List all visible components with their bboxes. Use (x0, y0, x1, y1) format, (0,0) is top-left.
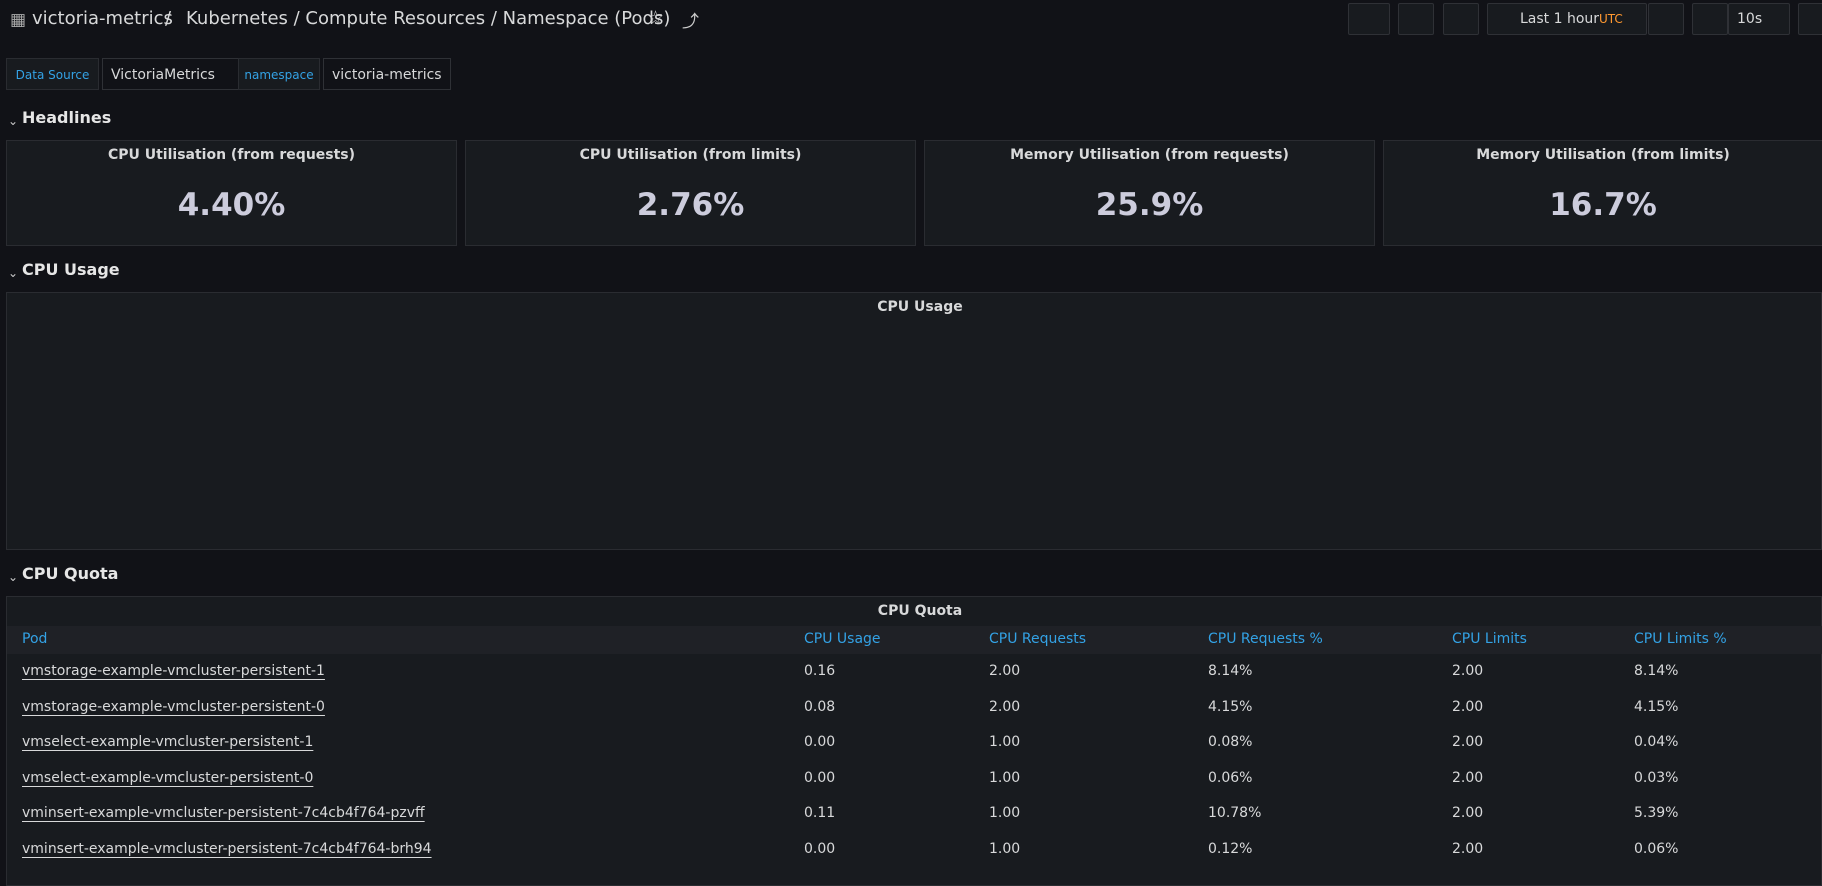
stat-panel: Memory Utilisation (from requests) 25.9% (924, 140, 1375, 246)
column-header[interactable]: CPU Requests (989, 631, 1087, 647)
table-cell: 4.15% (1634, 698, 1679, 715)
variable-label: Data Source (6, 58, 99, 90)
stat-value: 25.9% (1095, 187, 1204, 223)
table-cell: 1.00 (989, 734, 1021, 750)
table-cell: 0.12% (1208, 840, 1253, 857)
table-cell: 2.00 (1452, 734, 1484, 750)
table-cell: 8.14% (1634, 663, 1679, 679)
view-mode[interactable] (1798, 3, 1822, 35)
row-title[interactable]: CPU Usage (22, 260, 120, 279)
stat-value: 4.40% (177, 187, 286, 223)
table-cell: 0.11 (804, 805, 836, 821)
table-cell: 2.00 (1452, 805, 1484, 821)
row-title[interactable]: CPU Quota (22, 564, 119, 583)
variable-label: namespace (238, 58, 320, 90)
settings[interactable] (1443, 3, 1479, 35)
row-title[interactable]: Headlines (22, 108, 112, 127)
star[interactable]: ☆ (647, 7, 665, 29)
interval: 10s (1737, 11, 1763, 27)
variable-value[interactable]: VictoriaMetrics (102, 58, 247, 90)
table-cell: 2.00 (989, 698, 1021, 715)
stat-title: Memory Utilisation (from requests) (1010, 147, 1289, 163)
column-header[interactable]: CPU Requests % (1208, 631, 1323, 647)
stat-panel: Memory Utilisation (from limits) 16.7% (1383, 140, 1822, 246)
table-cell: 1.00 (989, 805, 1021, 821)
grid-icon[interactable]: ▦ (10, 10, 27, 30)
table-cell: 0.04% (1634, 734, 1679, 750)
row-chevron[interactable]: ⌄ (8, 570, 19, 584)
stat-title: Memory Utilisation (from limits) (1476, 147, 1730, 163)
table-cell[interactable]: vminsert-example-vmcluster-persistent-7c… (22, 840, 432, 857)
dashboard-title[interactable]: Kubernetes / Compute Resources / Namespa… (186, 8, 671, 29)
table-cell: 0.03% (1634, 769, 1679, 786)
table-cell: 10.78% (1208, 805, 1262, 821)
table-cell: 4.15% (1208, 698, 1253, 715)
stat-panel: CPU Utilisation (from requests) 4.40% (6, 140, 457, 246)
table-cell: 0.06% (1208, 769, 1253, 786)
table-cell: 2.00 (1452, 698, 1484, 715)
add-panel[interactable] (1348, 3, 1390, 35)
zoom-out[interactable] (1648, 3, 1684, 35)
column-header[interactable]: CPU Usage (804, 631, 881, 647)
table-cell[interactable]: vmselect-example-vmcluster-persistent-1 (22, 734, 314, 750)
table-cell: 2.00 (1452, 663, 1484, 679)
table-cell: 2.00 (1452, 840, 1484, 857)
table-cell: 0.00 (804, 769, 836, 786)
refresh[interactable] (1692, 3, 1728, 35)
table-cell: 1.00 (989, 769, 1021, 786)
row-chevron[interactable]: ⌄ (8, 114, 19, 128)
table-cell: 8.14% (1208, 663, 1253, 679)
refresh-interval[interactable]: 10s (1728, 3, 1790, 35)
stat-value: 16.7% (1549, 187, 1657, 223)
table-cell: 5.39% (1634, 805, 1679, 821)
table-cell: 2.00 (1452, 769, 1484, 786)
table-cell: 0.08% (1208, 734, 1253, 750)
table-cell: 0.06% (1634, 840, 1679, 857)
stat-title: CPU Utilisation (from requests) (107, 147, 356, 163)
stat-value: 2.76% (636, 187, 745, 223)
table-header-bg (7, 626, 1822, 654)
time-picker[interactable]: Last 1 hour UTC (1487, 3, 1647, 35)
table-cell[interactable]: vminsert-example-vmcluster-persistent-7c… (22, 805, 425, 821)
table-cell: 2.00 (989, 663, 1021, 679)
save[interactable] (1398, 3, 1434, 35)
table-cell[interactable]: vmstorage-example-vmcluster-persistent-0 (22, 698, 325, 715)
share[interactable]: ⤴ (682, 12, 699, 32)
table-cell: 0.16 (804, 663, 836, 679)
stat-title: CPU Utilisation (from limits) (579, 147, 802, 163)
chart-panel (6, 292, 1822, 550)
column-header[interactable]: Pod (22, 631, 48, 647)
table-cell: 0.00 (804, 840, 836, 857)
separator: / (165, 8, 172, 29)
stat-panel: CPU Utilisation (from limits) 2.76% (465, 140, 916, 246)
column-header[interactable]: CPU Limits % (1634, 631, 1727, 647)
column-header[interactable]: CPU Limits (1452, 631, 1527, 647)
table-cell[interactable]: vmselect-example-vmcluster-persistent-0 (22, 769, 314, 786)
row-chevron[interactable]: ⌄ (8, 266, 19, 280)
table-cell[interactable]: vmstorage-example-vmcluster-persistent-1 (22, 663, 325, 679)
table-title: CPU Quota (877, 603, 963, 619)
table-cell: 0.08 (804, 698, 836, 715)
table-cell: 0.00 (804, 734, 836, 750)
chart-title: CPU Usage (877, 299, 963, 315)
time-range: Last 1 hour (1520, 11, 1600, 27)
timezone: UTC (1599, 12, 1623, 26)
org-name[interactable]: victoria-metrics (32, 8, 173, 29)
variable-value[interactable]: victoria-metrics (323, 58, 451, 90)
table-cell: 1.00 (989, 840, 1021, 857)
